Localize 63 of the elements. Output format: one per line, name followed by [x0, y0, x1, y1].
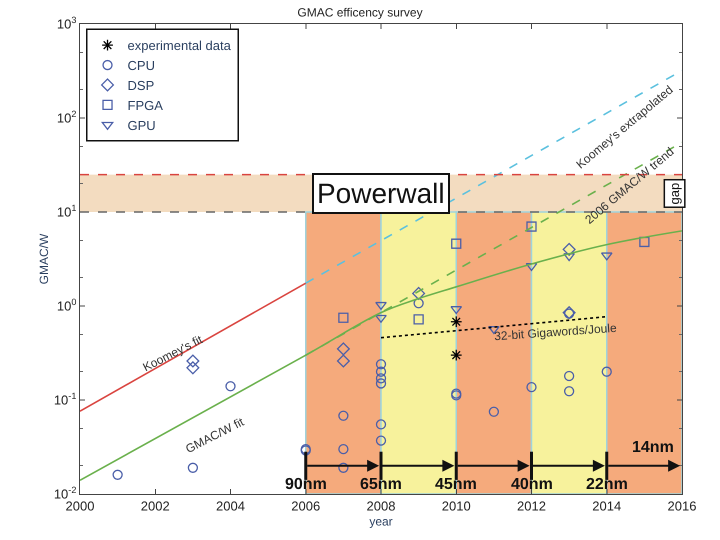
annotation: 32-bit Gigawords/Joule [494, 320, 618, 344]
annotation: Powerwall [317, 178, 445, 209]
point [376, 419, 386, 430]
chart-title: GMAC efficency survey [297, 6, 423, 20]
point [112, 470, 123, 480]
annotation: 14nm [632, 439, 674, 456]
x-tick-label: 2008 [366, 498, 396, 514]
point [375, 314, 387, 323]
point [336, 342, 350, 356]
x-axis-title: year [369, 514, 393, 528]
x-tick-label: 2016 [668, 498, 696, 514]
legend-label: experimental data [128, 38, 232, 54]
point [526, 263, 538, 272]
point [639, 236, 650, 248]
point [225, 381, 236, 392]
y-axis-title: GMAC/W [37, 233, 52, 284]
point [526, 382, 537, 392]
x-tick-label: 2002 [140, 498, 170, 514]
point [451, 238, 462, 249]
legend-label: FPGA [128, 98, 164, 113]
x-tick-label: 2006 [291, 498, 320, 514]
point [376, 435, 386, 446]
annotation: 40nm [511, 476, 553, 493]
x-tick-label: 2010 [442, 498, 471, 514]
point [562, 242, 576, 256]
point [450, 316, 462, 328]
y-tick-label: 10$^{0}$ [56, 297, 76, 314]
point [413, 298, 424, 308]
legend-label: DSP [128, 78, 154, 94]
x-tick-label: 2004 [216, 498, 245, 514]
legend-label: CPU [128, 58, 155, 74]
annotation: gap [667, 182, 682, 204]
point [488, 406, 500, 417]
point [375, 302, 387, 310]
point [336, 354, 350, 368]
x-tick-label: 2012 [517, 498, 546, 514]
point [376, 366, 386, 377]
point [338, 462, 349, 473]
point [412, 286, 426, 300]
y-tick-label: 10$^{-1}$ [54, 391, 76, 408]
point [564, 370, 574, 382]
point [602, 366, 612, 377]
annotation: 22nm [586, 476, 628, 493]
point [450, 349, 462, 362]
annotation: 90nm [285, 476, 327, 493]
point [338, 312, 349, 323]
point [563, 253, 575, 262]
point [338, 410, 349, 421]
point [564, 386, 574, 396]
point [413, 314, 424, 325]
annotation: 65nm [360, 476, 402, 493]
annotation: 45nm [435, 476, 477, 493]
y-tick-label: 10$^{3}$ [56, 15, 76, 32]
x-tick-label: 2014 [592, 498, 622, 514]
point [376, 378, 386, 389]
legend-label: GPU [128, 118, 156, 133]
point [188, 462, 198, 473]
point [526, 221, 537, 232]
y-tick-label: 10$^{1}$ [56, 203, 76, 220]
point [338, 444, 349, 454]
point [376, 373, 386, 384]
y-tick-label: 10$^{2}$ [56, 109, 76, 126]
point [376, 359, 386, 370]
